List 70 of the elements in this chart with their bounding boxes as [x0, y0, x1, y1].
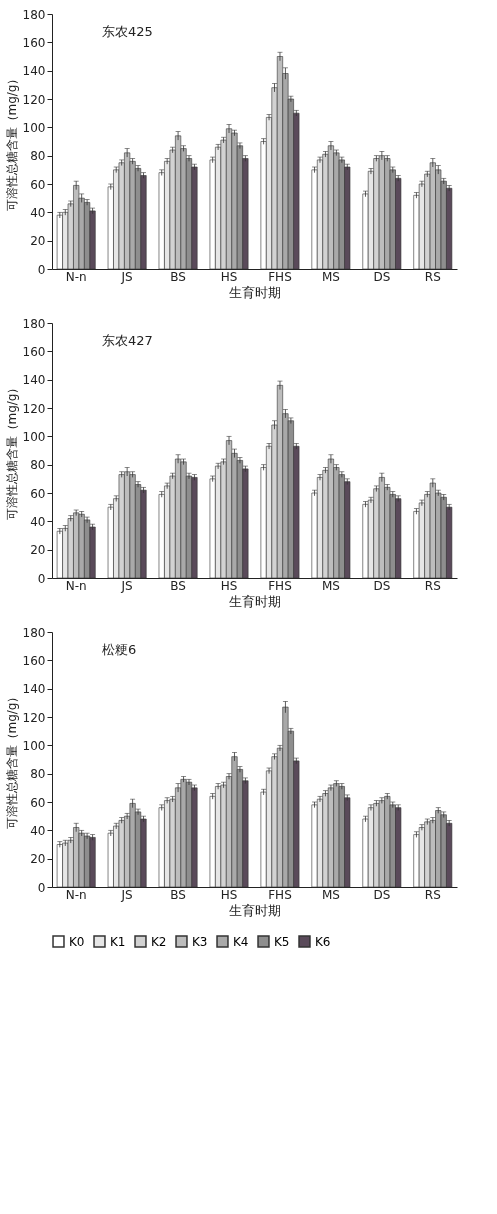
y-tick-label: 100 [22, 120, 46, 135]
y-tick-label: 140 [22, 682, 46, 697]
y-tick-label: 60 [30, 795, 46, 810]
y-tick-label: 40 [30, 823, 46, 838]
x-tick-label: BS [170, 578, 186, 593]
x-axis-title: 生育时期 [229, 593, 281, 609]
y-tick-label: 120 [22, 401, 46, 416]
y-tick-label: 140 [22, 64, 46, 79]
text: 东农425 [102, 24, 153, 39]
y-tick-label: 0 [37, 571, 46, 586]
y-tick-label: 120 [22, 710, 46, 725]
y-tick-label: 0 [37, 880, 46, 895]
y-tick-label: 120 [22, 92, 46, 107]
y-tick-label: 60 [30, 486, 46, 501]
y-tick-label: 20 [30, 543, 46, 558]
y-tick-label: 180 [22, 7, 46, 22]
y-tick-label: 20 [30, 852, 46, 867]
legend-label: K0 [69, 934, 85, 949]
x-tick-label: HS [220, 578, 238, 593]
y-tick-label: 180 [22, 316, 46, 331]
x-tick-label: RS [424, 578, 441, 593]
y-tick-label: 140 [22, 373, 46, 388]
text: 松粳6 [102, 642, 137, 657]
y-tick-label: 80 [30, 458, 46, 473]
y-tick-label: 40 [30, 514, 46, 529]
text: 东农427 [102, 333, 153, 348]
x-tick-label: BS [170, 887, 186, 902]
y-tick-label: 160 [22, 35, 46, 50]
x-tick-label: HS [220, 887, 238, 902]
x-tick-label: FHS [268, 578, 292, 593]
x-tick-label: FHS [268, 887, 292, 902]
y-tick-label: 100 [22, 738, 46, 753]
legend-label: K1 [110, 934, 126, 949]
x-tick-label: HS [220, 269, 238, 284]
x-axis-title: 生育时期 [229, 284, 281, 300]
y-axis-title: 可溶性总糖含量（mg/g） [4, 72, 19, 212]
y-tick-label: 60 [30, 177, 46, 192]
legend-label: K3 [192, 934, 208, 949]
y-tick-label: 160 [22, 653, 46, 668]
x-tick-label: FHS [268, 269, 292, 284]
x-tick-label: BS [170, 269, 186, 284]
x-tick-label: MS [321, 578, 340, 593]
y-tick-label: 80 [30, 767, 46, 782]
x-tick-label: N-n [65, 269, 87, 284]
y-axis-title: 可溶性总糖含量（mg/g） [4, 381, 19, 521]
x-axis-title: 生育时期 [229, 902, 281, 918]
x-tick-label: DS [373, 887, 391, 902]
legend-label: K5 [274, 934, 290, 949]
y-tick-label: 180 [22, 625, 46, 640]
x-tick-label: DS [373, 578, 391, 593]
x-tick-label: MS [321, 269, 340, 284]
y-tick-label: 100 [22, 429, 46, 444]
legend-label: K4 [233, 934, 249, 949]
x-tick-label: N-n [65, 578, 87, 593]
x-tick-label: JS [120, 887, 133, 902]
y-tick-label: 20 [30, 234, 46, 249]
legend-label: K2 [151, 934, 167, 949]
y-tick-label: 160 [22, 344, 46, 359]
x-tick-label: N-n [65, 887, 87, 902]
y-tick-label: 0 [37, 262, 46, 277]
legend-label: K6 [315, 934, 331, 949]
y-tick-label: 80 [30, 149, 46, 164]
x-tick-label: DS [373, 269, 391, 284]
x-tick-label: RS [424, 887, 441, 902]
x-tick-label: JS [120, 269, 133, 284]
x-tick-label: RS [424, 269, 441, 284]
y-axis-title: 可溶性总糖含量（mg/g） [4, 690, 19, 830]
y-tick-label: 40 [30, 205, 46, 220]
x-tick-label: MS [321, 887, 340, 902]
x-tick-label: JS [120, 578, 133, 593]
